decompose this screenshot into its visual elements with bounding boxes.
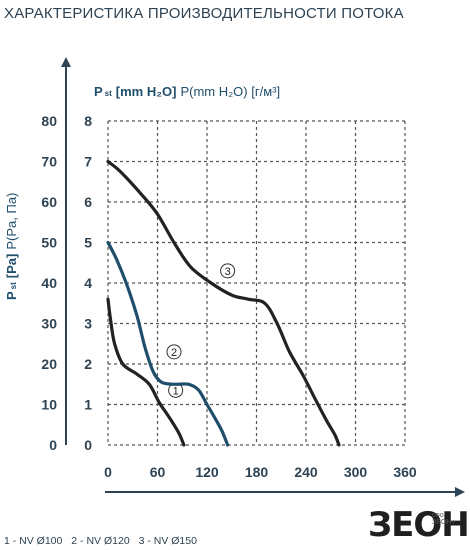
y-tick-right: 5: [84, 235, 92, 251]
data-series: 1 2 3: [106, 159, 341, 447]
svg-text:Pst[Pa]P(Pa, Па): Pst[Pa]P(Pa, Па): [4, 193, 19, 300]
x-tick: 240: [294, 464, 318, 480]
series-line-2: [106, 240, 230, 447]
y-tick-left: 30: [41, 316, 57, 332]
y-tick-right: 0: [84, 437, 92, 453]
x-tick: 0: [104, 464, 112, 480]
x-tick: 360: [393, 464, 417, 480]
y-tick-right: 7: [84, 154, 92, 170]
y-tick-right: 6: [84, 194, 92, 210]
x-tick: 120: [195, 464, 219, 480]
series-marker-2: [166, 344, 182, 360]
y-tick-right: 3: [84, 316, 92, 332]
chart-title: ХАРАКТЕРИСТИКА ПРОИЗВОДИТЕЛЬНОСТИ ПОТОКА: [4, 5, 404, 22]
legend-item-3: 3 - NV Ø150: [138, 535, 197, 547]
legend: 1 - NV Ø100 2 - NV Ø120 3 - NV Ø150: [4, 535, 203, 547]
y-tick-right: 4: [84, 275, 92, 291]
y-tick-right: 2: [84, 356, 92, 372]
y-tick-left: 60: [41, 194, 57, 210]
x-tick: 300: [344, 464, 368, 480]
brand-sub-bottom: ЗЕОН+: [432, 519, 456, 526]
y-tick-right: 1: [84, 397, 92, 413]
series-label-1: 1: [173, 385, 179, 397]
y-tick-left: 10: [41, 397, 57, 413]
brand-sub-top: ооо: [432, 512, 444, 519]
y-axis-left-label: Pst[Pa]P(Pa, Па): [4, 193, 19, 300]
y-tick-left: 40: [41, 275, 57, 291]
y-tick-left: 70: [41, 154, 57, 170]
legend-item-2: 2 - NV Ø120: [71, 535, 130, 547]
y-tick-left: 0: [49, 437, 57, 453]
y-tick-right: 8: [84, 113, 92, 129]
y-tick-left: 20: [41, 356, 57, 372]
series-label-3: 3: [225, 266, 231, 278]
legend-item-1: 1 - NV Ø100: [4, 535, 63, 547]
series-label-2: 2: [171, 347, 177, 359]
brand-subtext: ооо ЗЕОН+: [432, 512, 462, 526]
y-tick-left: 80: [41, 113, 57, 129]
series-line-3: [106, 159, 341, 447]
brand-logo: ЗЕОН: [368, 505, 470, 545]
y-tick-left: 50: [41, 235, 57, 251]
x-tick: 180: [245, 464, 269, 480]
grid: [107, 120, 406, 446]
series-marker-3: [220, 263, 236, 279]
series-line-1: [106, 297, 186, 447]
x-tick: 60: [150, 464, 166, 480]
